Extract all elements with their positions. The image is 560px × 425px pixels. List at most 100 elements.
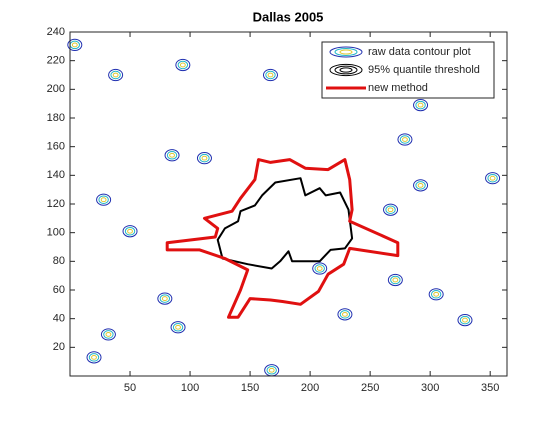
raw-contour (161, 296, 168, 302)
raw-contour (166, 151, 178, 160)
raw-contour (199, 153, 210, 163)
y-tick-label: 100 (47, 227, 65, 239)
raw-contour (392, 277, 399, 283)
raw-contour (459, 315, 471, 325)
new-method-line (165, 158, 400, 319)
raw-contour (489, 175, 496, 181)
threshold-line (216, 177, 354, 270)
legend-icon (339, 67, 353, 73)
chart-title: Dallas 2005 (253, 9, 324, 24)
raw-contour (88, 353, 100, 362)
raw-contour (86, 351, 102, 364)
y-tick-label: 180 (47, 112, 65, 124)
raw-contour (110, 70, 121, 80)
raw-contour (337, 308, 353, 321)
raw-contour (172, 323, 184, 332)
y-tick-label: 240 (47, 26, 65, 38)
raw-contour (415, 181, 426, 190)
raw-contour (316, 266, 323, 271)
raw-contour (413, 99, 429, 112)
raw-contour (96, 193, 112, 206)
raw-contour (312, 262, 328, 275)
raw-contour (164, 149, 180, 162)
raw-contour (342, 311, 348, 317)
raw-contour (105, 332, 112, 337)
legend-label: raw data contour plot (368, 46, 471, 58)
raw-contour (112, 72, 119, 78)
raw-contour (383, 203, 399, 216)
raw-contour (266, 366, 277, 375)
legend-icon (334, 48, 358, 56)
legend-icon (329, 63, 363, 77)
raw-contour (268, 367, 275, 373)
x-tick-label: 50 (124, 382, 136, 394)
y-tick-label: 20 (53, 341, 65, 353)
raw-contour (159, 294, 171, 303)
y-tick-label: 80 (53, 255, 65, 267)
raw-contour (100, 328, 116, 341)
raw-contour (179, 62, 186, 68)
raw-contour (428, 288, 444, 301)
raw-contour (169, 152, 175, 158)
legend-icon (334, 65, 358, 75)
raw-contour (124, 226, 136, 236)
legend-label: new method (368, 82, 428, 94)
raw-contour (339, 310, 351, 319)
y-tick-label: 220 (47, 55, 65, 67)
raw-contour (267, 72, 274, 78)
y-tick-label: 200 (47, 83, 65, 95)
legend-label: 95% quantile threshold (368, 64, 480, 76)
raw-contour (387, 273, 403, 287)
raw-contour (413, 179, 429, 192)
raw-contour (122, 225, 138, 238)
raw-contour (397, 133, 413, 146)
raw-contour (387, 207, 394, 213)
raw-contour (314, 264, 325, 273)
raw-contour (390, 275, 401, 285)
raw-contour (415, 100, 426, 110)
raw-contour (399, 135, 411, 144)
y-tick-label: 60 (53, 284, 65, 296)
raw-contour (170, 321, 186, 334)
x-tick-label: 350 (481, 382, 499, 394)
raw-contour (265, 70, 276, 80)
raw-contour (175, 58, 191, 72)
raw-contour (175, 324, 181, 330)
raw-contour (108, 68, 124, 82)
x-tick-label: 100 (181, 382, 199, 394)
raw-contour (201, 155, 208, 161)
x-tick-label: 300 (421, 382, 439, 394)
raw-contour (103, 330, 114, 339)
raw-contour (385, 205, 396, 214)
x-tick-label: 250 (361, 382, 379, 394)
legend: raw data contour plot 95% quantile thresh… (321, 41, 495, 99)
raw-contour (91, 354, 97, 360)
x-tick-label: 200 (301, 382, 319, 394)
raw-contour (457, 314, 473, 327)
raw-contour (430, 290, 442, 299)
raw-contour (402, 137, 408, 142)
x-tick-label: 150 (241, 382, 259, 394)
raw-contour (98, 195, 109, 204)
raw-contour (196, 152, 212, 165)
raw-contour (462, 317, 468, 323)
legend-icon (329, 46, 363, 58)
raw-contour (157, 292, 173, 305)
raw-contour (433, 291, 440, 297)
raw-contour (127, 228, 133, 234)
raw-contour (177, 60, 189, 70)
raw-contour (485, 172, 501, 185)
raw-contour (417, 102, 424, 108)
raw-contour (487, 173, 498, 183)
y-tick-label: 40 (53, 313, 65, 325)
y-tick-label: 160 (47, 141, 65, 153)
y-tick-label: 120 (47, 198, 65, 210)
raw-contour (100, 197, 107, 203)
legend-icon (339, 49, 353, 55)
raw-contour (262, 68, 278, 82)
raw-contour (67, 38, 83, 52)
raw-contour (417, 182, 424, 188)
raw-contour (71, 42, 78, 48)
